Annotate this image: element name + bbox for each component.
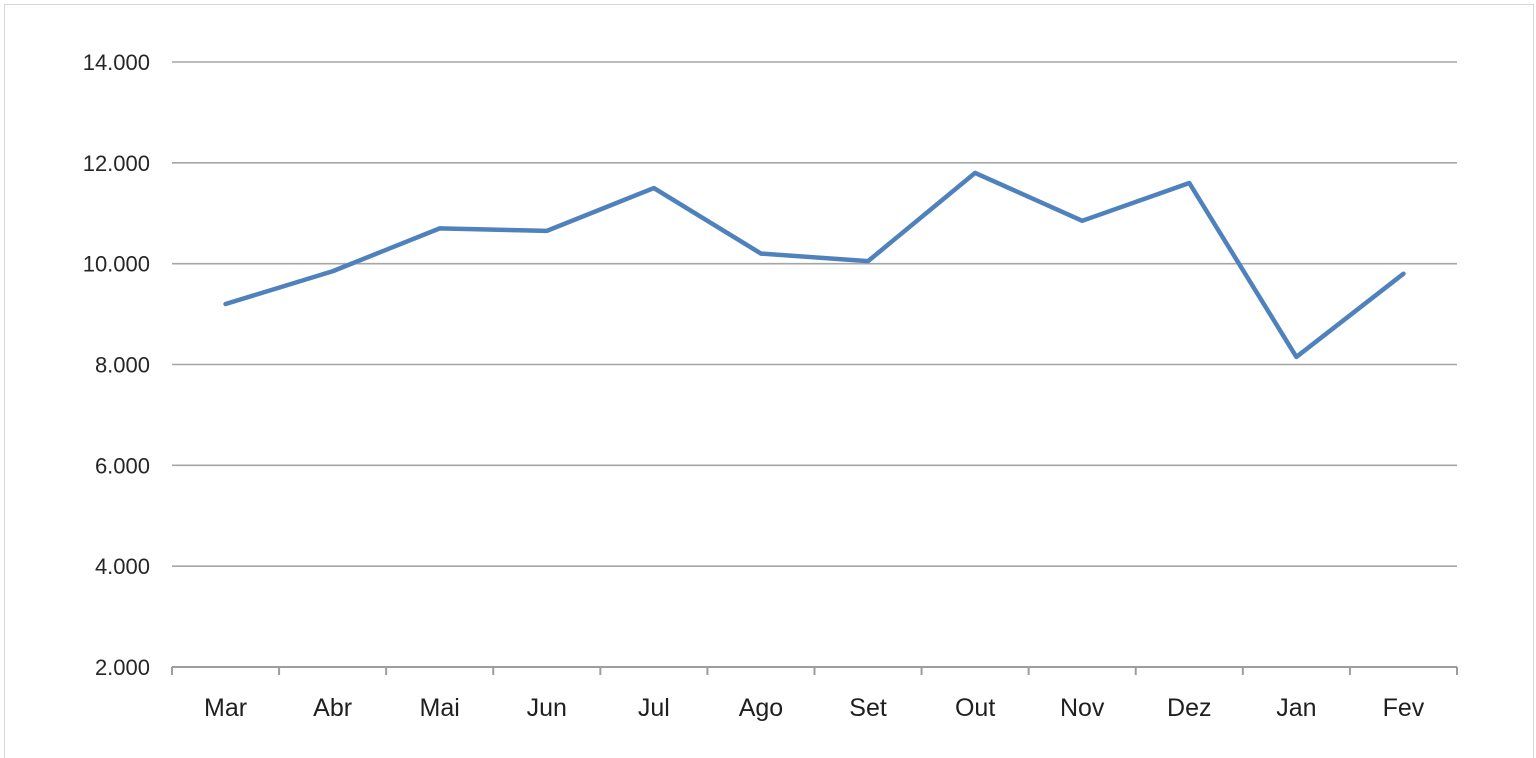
y-axis-tick-label: 12.000 (83, 151, 150, 176)
data-series-line (223, 170, 1406, 360)
x-axis-category-label: Set (849, 694, 887, 722)
x-axis-category-label: Nov (1060, 694, 1105, 722)
y-axis-tick-label: 14.000 (83, 50, 150, 75)
y-axis-tick-label: 2.000 (95, 655, 150, 680)
y-axis-tick-label: 4.000 (95, 554, 150, 579)
x-axis-category-label: Jul (638, 694, 670, 722)
y-axis-tick-label: 10.000 (83, 252, 150, 277)
x-axis-category-label: Mai (420, 694, 460, 722)
chart-frame (4, 4, 1534, 758)
x-axis-category-label: Dez (1167, 694, 1211, 722)
y-axis-tick-label: 6.000 (95, 453, 150, 478)
x-axis-category-label: Mar (204, 694, 247, 722)
x-axis-category-label: Out (955, 694, 995, 722)
y-axis-tick-label: 8.000 (95, 353, 150, 378)
x-axis-category-label: Ago (739, 694, 783, 722)
x-axis-category-label: Jun (527, 694, 567, 722)
x-axis-category-label: Fev (1383, 694, 1425, 722)
x-axis-category-label: Jan (1276, 694, 1316, 722)
x-axis-category-label: Abr (313, 694, 352, 722)
